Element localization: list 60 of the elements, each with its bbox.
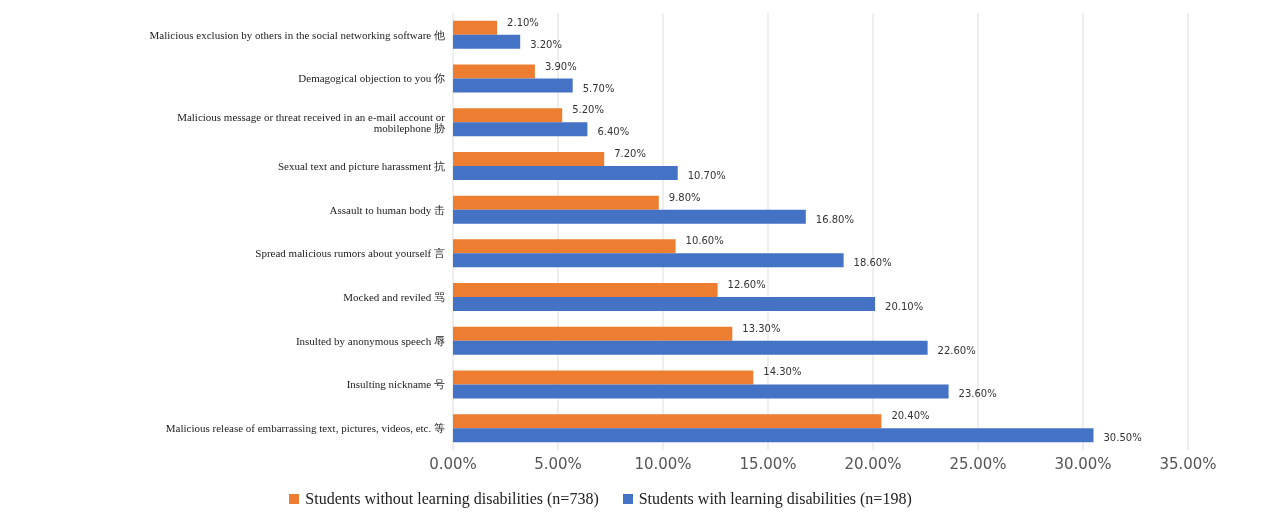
bar (453, 384, 949, 399)
bar (453, 340, 928, 355)
y-tick-label: Insulting nickname 号 (346, 378, 445, 391)
bar (453, 253, 844, 268)
data-label: 10.70% (687, 169, 726, 181)
bar (453, 64, 535, 79)
bar (453, 20, 498, 35)
data-label: 13.30% (742, 322, 781, 334)
bar (453, 122, 588, 137)
data-label: 14.30% (763, 366, 802, 378)
data-label: 3.20% (530, 38, 562, 50)
y-tick-label: Malicious message or threat received in an e-mail account or mobilephone 胁 (177, 110, 446, 134)
data-label: 2.10% (507, 16, 539, 28)
legend-label: Students without learning disabilities (n=738) (305, 490, 599, 508)
bar (453, 34, 521, 49)
bar (453, 428, 1094, 443)
data-label: 7.20% (614, 147, 646, 159)
y-tick-label: Mocked and reviled 骂 (343, 290, 445, 303)
data-label: 6.40% (597, 126, 630, 138)
data-label: 23.60% (958, 388, 997, 400)
bar (453, 209, 806, 224)
x-tick-label: 30.00% (1054, 454, 1112, 473)
data-label: 22.60% (937, 344, 976, 356)
data-label: 30.50% (1103, 432, 1142, 444)
data-label: 5.20% (572, 104, 604, 116)
x-tick-label: 0.00% (429, 454, 477, 473)
bar (453, 297, 876, 312)
bar (453, 78, 573, 93)
legend-label: Students with learning disabilities (n=198) (638, 490, 912, 508)
bar (453, 151, 605, 166)
y-tick-label: Malicious release of embarrassing text, pictures, videos, etc. 等 (165, 422, 445, 435)
x-tick-label: 25.00% (949, 454, 1007, 473)
y-tick-label: Spread malicious rumors about yourself 言 (255, 247, 445, 260)
data-label: 20.40% (891, 410, 930, 422)
y-tick-label: Demagogical objection to you 你 (298, 72, 445, 85)
bar (453, 195, 659, 210)
y-tick-label: Malicious exclusion by others in the social networking software 他 (149, 28, 445, 41)
bar (453, 165, 678, 180)
data-label: 9.80% (668, 191, 701, 203)
data-label: 5.70% (582, 82, 615, 94)
y-tick-label: Insulted by anonymous speech 辱 (295, 334, 445, 347)
data-label: 16.80% (815, 213, 854, 225)
data-label: 3.90% (544, 60, 577, 72)
bar (453, 239, 676, 254)
y-tick-label: Sexual text and picture harassment 抗 (277, 159, 445, 172)
data-label: 20.10% (885, 301, 924, 313)
bar (453, 108, 563, 123)
data-label: 10.60% (685, 235, 724, 247)
x-tick-label: 10.00% (634, 454, 692, 473)
bar (453, 283, 718, 298)
y-tick-label: Assault to human body 击 (329, 203, 445, 216)
x-tick-label: 20.00% (844, 454, 902, 473)
data-label: 18.60% (853, 257, 892, 269)
bar (453, 414, 882, 429)
bar (453, 370, 754, 385)
x-tick-label: 5.00% (534, 454, 582, 473)
x-tick-label: 35.00% (1159, 454, 1217, 473)
bar (453, 326, 733, 341)
data-label: 12.60% (727, 279, 766, 291)
x-tick-label: 15.00% (739, 454, 797, 473)
